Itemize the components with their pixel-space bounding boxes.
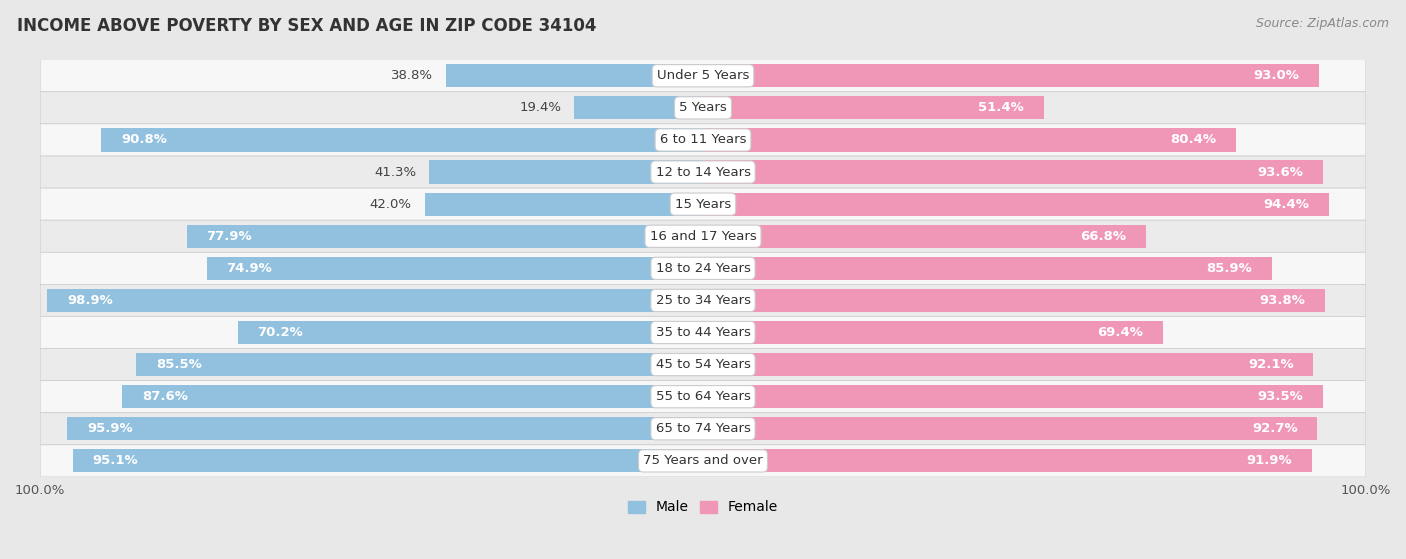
Bar xyxy=(429,160,703,183)
Bar xyxy=(703,385,1323,408)
FancyBboxPatch shape xyxy=(41,413,1365,445)
Bar xyxy=(703,64,1319,87)
Bar xyxy=(136,353,703,376)
Bar xyxy=(703,449,1312,472)
Bar xyxy=(703,353,1313,376)
Text: 87.6%: 87.6% xyxy=(142,390,188,403)
FancyBboxPatch shape xyxy=(41,285,1365,316)
Bar xyxy=(703,129,1236,151)
Bar xyxy=(207,257,703,280)
Text: 42.0%: 42.0% xyxy=(370,198,412,211)
Text: 95.9%: 95.9% xyxy=(87,422,134,435)
FancyBboxPatch shape xyxy=(41,445,1365,477)
Bar xyxy=(446,64,703,87)
Text: 41.3%: 41.3% xyxy=(374,165,416,178)
Text: 51.4%: 51.4% xyxy=(979,101,1024,115)
FancyBboxPatch shape xyxy=(41,316,1365,349)
Bar xyxy=(187,225,703,248)
Text: 98.9%: 98.9% xyxy=(67,294,112,307)
Text: 15 Years: 15 Years xyxy=(675,198,731,211)
Text: 94.4%: 94.4% xyxy=(1263,198,1309,211)
Text: Under 5 Years: Under 5 Years xyxy=(657,69,749,82)
FancyBboxPatch shape xyxy=(41,381,1365,413)
Bar xyxy=(238,321,703,344)
Text: 93.6%: 93.6% xyxy=(1257,165,1303,178)
Text: 92.7%: 92.7% xyxy=(1251,422,1298,435)
Text: 69.4%: 69.4% xyxy=(1097,326,1143,339)
Bar xyxy=(703,257,1272,280)
Text: 55 to 64 Years: 55 to 64 Years xyxy=(655,390,751,403)
Bar xyxy=(703,96,1043,120)
Bar xyxy=(703,289,1324,312)
FancyBboxPatch shape xyxy=(41,156,1365,188)
FancyBboxPatch shape xyxy=(41,349,1365,381)
Bar xyxy=(101,129,703,151)
Bar xyxy=(703,417,1317,440)
Bar xyxy=(703,160,1323,183)
Text: 93.0%: 93.0% xyxy=(1254,69,1299,82)
Bar xyxy=(703,321,1163,344)
FancyBboxPatch shape xyxy=(41,188,1365,220)
Text: 93.5%: 93.5% xyxy=(1257,390,1303,403)
Bar xyxy=(122,385,703,408)
Text: Source: ZipAtlas.com: Source: ZipAtlas.com xyxy=(1256,17,1389,30)
Text: 85.5%: 85.5% xyxy=(156,358,202,371)
Text: 75 Years and over: 75 Years and over xyxy=(643,454,763,467)
Text: 80.4%: 80.4% xyxy=(1170,134,1216,146)
Text: 93.8%: 93.8% xyxy=(1258,294,1305,307)
Bar xyxy=(48,289,703,312)
Text: 35 to 44 Years: 35 to 44 Years xyxy=(655,326,751,339)
Text: 19.4%: 19.4% xyxy=(519,101,561,115)
FancyBboxPatch shape xyxy=(41,220,1365,252)
Text: 91.9%: 91.9% xyxy=(1247,454,1292,467)
Legend: Male, Female: Male, Female xyxy=(623,495,783,520)
Text: 16 and 17 Years: 16 and 17 Years xyxy=(650,230,756,243)
Bar xyxy=(67,417,703,440)
Bar xyxy=(703,225,1146,248)
Text: 6 to 11 Years: 6 to 11 Years xyxy=(659,134,747,146)
Bar xyxy=(575,96,703,120)
Text: 25 to 34 Years: 25 to 34 Years xyxy=(655,294,751,307)
Text: 18 to 24 Years: 18 to 24 Years xyxy=(655,262,751,275)
Text: 70.2%: 70.2% xyxy=(257,326,304,339)
Text: 74.9%: 74.9% xyxy=(226,262,273,275)
Text: 66.8%: 66.8% xyxy=(1080,230,1126,243)
FancyBboxPatch shape xyxy=(41,92,1365,124)
Text: 45 to 54 Years: 45 to 54 Years xyxy=(655,358,751,371)
Text: 65 to 74 Years: 65 to 74 Years xyxy=(655,422,751,435)
Text: 90.8%: 90.8% xyxy=(121,134,167,146)
Text: 85.9%: 85.9% xyxy=(1206,262,1253,275)
Text: 5 Years: 5 Years xyxy=(679,101,727,115)
Text: 95.1%: 95.1% xyxy=(93,454,138,467)
Text: INCOME ABOVE POVERTY BY SEX AND AGE IN ZIP CODE 34104: INCOME ABOVE POVERTY BY SEX AND AGE IN Z… xyxy=(17,17,596,35)
Text: 38.8%: 38.8% xyxy=(391,69,433,82)
FancyBboxPatch shape xyxy=(41,252,1365,285)
FancyBboxPatch shape xyxy=(41,60,1365,92)
Text: 12 to 14 Years: 12 to 14 Years xyxy=(655,165,751,178)
Bar xyxy=(73,449,703,472)
FancyBboxPatch shape xyxy=(41,124,1365,156)
Bar xyxy=(425,193,703,216)
Text: 92.1%: 92.1% xyxy=(1249,358,1294,371)
Bar xyxy=(703,193,1329,216)
Text: 77.9%: 77.9% xyxy=(207,230,252,243)
